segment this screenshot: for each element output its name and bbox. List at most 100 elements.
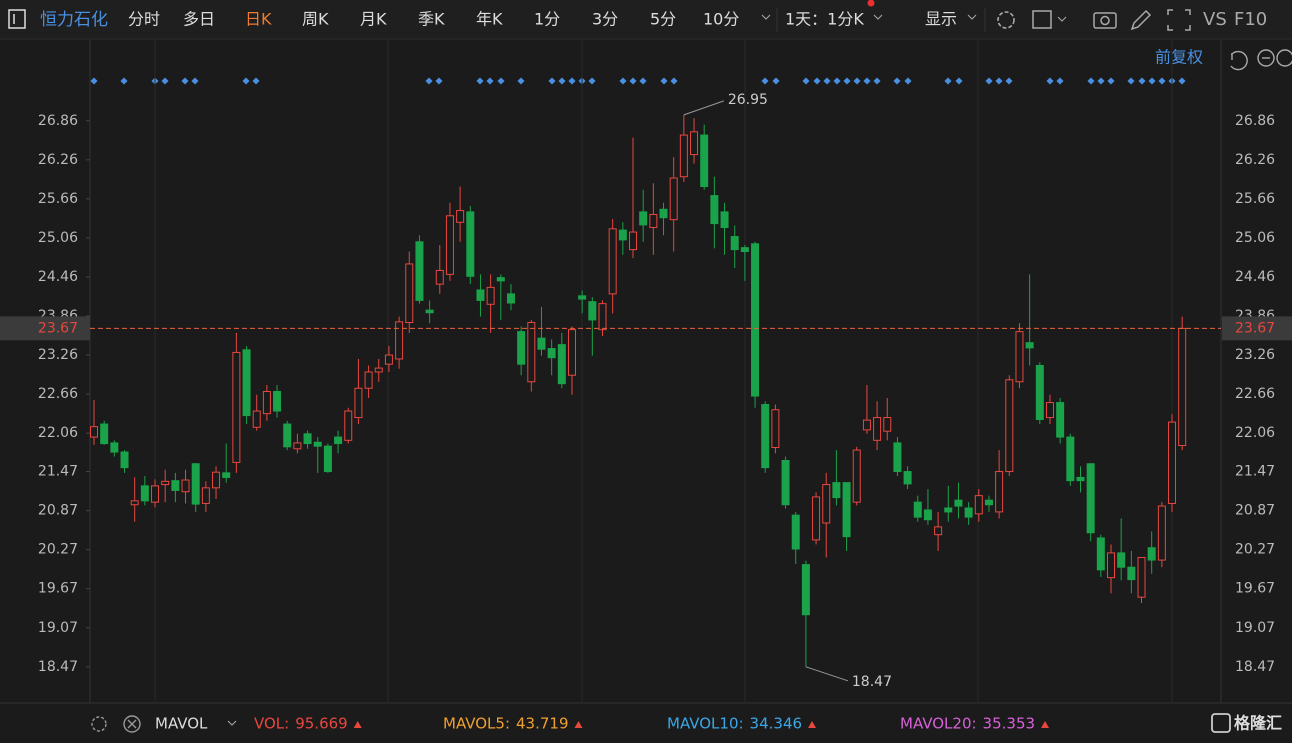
event-marker[interactable]	[181, 77, 189, 85]
zoom-out-icon[interactable]	[1257, 49, 1275, 67]
event-marker[interactable]	[120, 77, 128, 85]
event-marker[interactable]	[548, 77, 556, 85]
event-marker[interactable]	[252, 77, 260, 85]
period-tab[interactable]: 年K	[476, 10, 503, 29]
event-marker[interactable]	[435, 77, 443, 85]
event-marker[interactable]	[486, 77, 494, 85]
period-tab[interactable]: 周K	[302, 10, 329, 29]
candle-body	[791, 514, 800, 550]
period-tab[interactable]: 1分	[534, 10, 560, 29]
candle-body	[151, 485, 160, 503]
event-marker[interactable]	[802, 77, 810, 85]
event-marker[interactable]	[985, 77, 993, 85]
event-marker[interactable]	[670, 77, 678, 85]
candle-body	[1127, 566, 1136, 581]
stock-title[interactable]: 恒力石化	[40, 10, 108, 30]
event-marker[interactable]	[161, 77, 169, 85]
event-marker[interactable]	[191, 77, 199, 85]
period-tab[interactable]: 季K	[418, 10, 445, 29]
event-marker[interactable]	[772, 77, 780, 85]
vs-button[interactable]: VS	[1203, 9, 1227, 30]
period-tab[interactable]: 5分	[650, 10, 676, 29]
adjust-select[interactable]: 前复权	[1155, 48, 1203, 67]
event-marker[interactable]	[588, 77, 596, 85]
y-tick-label: 19.07	[38, 620, 78, 636]
candle-body	[262, 391, 271, 415]
chevron[interactable]	[967, 14, 977, 20]
candle-body	[832, 482, 841, 499]
chevron[interactable]	[227, 720, 237, 726]
event-marker[interactable]	[242, 77, 250, 85]
y-tick-label-right: 21.47	[1235, 464, 1275, 480]
box-icon[interactable]	[1032, 10, 1052, 29]
event-marker[interactable]	[893, 77, 901, 85]
candle-body	[862, 419, 871, 431]
event-marker[interactable]	[497, 77, 505, 85]
period-tab[interactable]: 月K	[360, 10, 387, 29]
event-marker[interactable]	[944, 77, 952, 85]
event-marker[interactable]	[761, 77, 769, 85]
chevron[interactable]	[1057, 16, 1067, 22]
event-marker[interactable]	[813, 77, 821, 85]
zoom-in-icon[interactable]	[1276, 49, 1292, 67]
indicator-trend	[1041, 721, 1050, 728]
event-marker[interactable]	[904, 77, 912, 85]
event-marker[interactable]	[629, 77, 637, 85]
camera-icon[interactable]	[1093, 12, 1117, 29]
event-marker[interactable]	[90, 77, 98, 85]
event-marker[interactable]	[619, 77, 627, 85]
candle-body	[273, 391, 282, 412]
settings-icon[interactable]	[997, 11, 1015, 29]
fullscreen-icon[interactable]	[1167, 9, 1191, 31]
display-menu[interactable]: 显示	[925, 10, 957, 29]
candle-body	[1076, 476, 1085, 482]
period-tab[interactable]: 多日	[183, 10, 215, 29]
period-select[interactable]: 1天：1分K	[785, 10, 864, 29]
candle-body	[1157, 505, 1166, 561]
candle-body	[171, 480, 180, 491]
event-marker[interactable]	[823, 77, 831, 85]
y-tick-label-right: 23.26	[1235, 347, 1275, 363]
event-marker[interactable]	[853, 77, 861, 85]
period-tab[interactable]: 日K	[245, 10, 272, 29]
min-pointer	[805, 666, 849, 682]
event-marker[interactable]	[639, 77, 647, 85]
indicator-close-icon[interactable]	[123, 715, 141, 733]
event-marker[interactable]	[1005, 77, 1013, 85]
chevron[interactable]	[873, 14, 883, 20]
indicator-name[interactable]: MAVOL	[155, 715, 208, 733]
event-marker[interactable]	[517, 77, 525, 85]
sidebar-icon[interactable]	[8, 9, 26, 29]
candle-body	[242, 349, 251, 417]
event-marker[interactable]	[843, 77, 851, 85]
candle-body	[629, 231, 638, 251]
pen-icon[interactable]	[1130, 9, 1152, 31]
indicator-settings-icon[interactable]	[91, 716, 107, 732]
period-tab[interactable]: 10分	[703, 10, 739, 29]
reset-icon[interactable]	[1230, 50, 1248, 71]
event-marker[interactable]	[425, 77, 433, 85]
candle-body	[384, 354, 393, 365]
event-marker[interactable]	[873, 77, 881, 85]
y-tick-label: 24.46	[38, 269, 78, 285]
chevron[interactable]	[761, 14, 771, 20]
candle-body	[883, 417, 892, 432]
y-tick-label-right: 24.46	[1235, 269, 1275, 285]
event-marker[interactable]	[558, 77, 566, 85]
y-tick-label-right: 20.87	[1235, 503, 1275, 519]
candle-body	[496, 277, 505, 282]
event-marker[interactable]	[476, 77, 484, 85]
f10-button[interactable]: F10	[1234, 9, 1267, 30]
event-marker[interactable]	[568, 77, 576, 85]
event-marker[interactable]	[955, 77, 963, 85]
candle-body	[140, 485, 149, 502]
event-marker[interactable]	[660, 77, 668, 85]
event-marker[interactable]	[995, 77, 1003, 85]
event-marker[interactable]	[863, 77, 871, 85]
period-tab[interactable]: 分时	[128, 10, 160, 29]
candle-body	[1107, 552, 1115, 579]
y-tick-label: 19.67	[38, 581, 78, 597]
period-tab[interactable]: 3分	[592, 10, 618, 29]
candle-body	[435, 269, 444, 285]
event-marker[interactable]	[833, 77, 841, 85]
